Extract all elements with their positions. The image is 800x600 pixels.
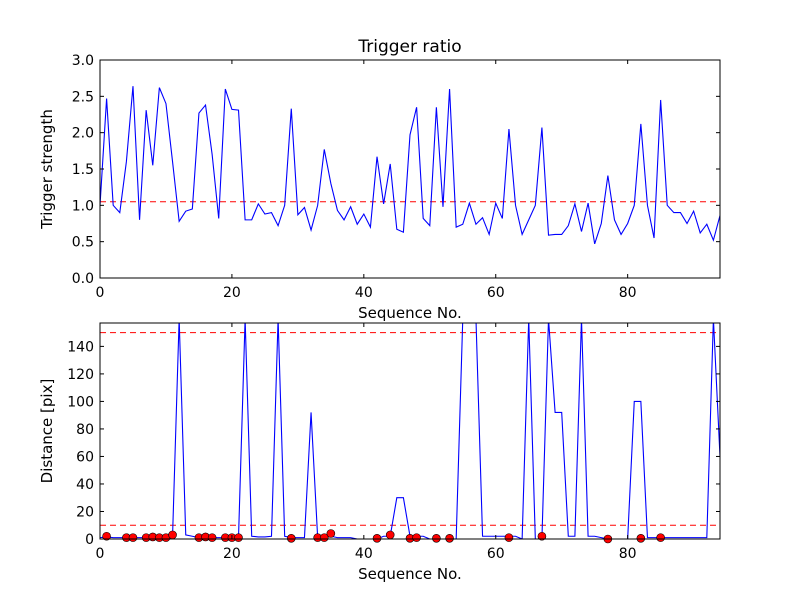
y-tick-label: 2.0	[72, 126, 94, 142]
data-point-marker	[286, 534, 296, 543]
x-tick-label: 20	[223, 546, 241, 562]
data-point-marker	[326, 529, 336, 538]
y-tick-label: 1.0	[72, 198, 94, 214]
chart-title: Trigger ratio	[357, 37, 461, 57]
y-tick-label: 0	[85, 532, 94, 548]
data-point-marker	[234, 533, 243, 542]
data-point-marker	[207, 533, 217, 542]
y-tick-label: 100	[67, 394, 94, 410]
x-tick-label: 80	[619, 285, 637, 301]
x-tick-label: 0	[96, 285, 105, 301]
data-point-marker	[656, 533, 665, 542]
y-tick-label: 0.0	[72, 271, 94, 287]
trigger-ratio-panel: Trigger ratio Sequence No. Trigger stren…	[38, 37, 721, 322]
y-tick-label: 2.5	[72, 89, 94, 105]
axes-frame	[99, 322, 721, 540]
x-tick-label: 40	[355, 546, 373, 562]
data-point-marker	[432, 534, 441, 543]
y-tick-label: 60	[76, 449, 94, 465]
data-point-marker	[445, 534, 454, 543]
data-point-marker	[319, 533, 329, 542]
x-tick-label: 0	[96, 546, 105, 562]
series-line	[100, 86, 720, 245]
data-point-marker	[128, 533, 138, 542]
x-tick-label: 40	[355, 285, 373, 301]
data-point-marker	[372, 534, 382, 543]
y-tick-label: 0.5	[72, 235, 94, 251]
y-tick-label: 120	[67, 367, 94, 383]
distance-panel: Sequence No. Distance [pix] 0 20 40 60 80 0 20…	[38, 322, 721, 583]
y-tick-label: 1.5	[72, 162, 94, 178]
data-point-marker	[504, 533, 514, 542]
x-axis-label: Sequence No.	[358, 565, 462, 583]
y-axis-label: Trigger strength	[38, 109, 56, 230]
y-tick-label: 3.0	[72, 53, 94, 69]
data-point-marker	[168, 530, 177, 540]
y-axis-label: Distance [pix]	[38, 379, 56, 484]
x-tick-label: 60	[487, 546, 505, 562]
x-tick-label: 20	[223, 285, 241, 301]
y-tick-label: 140	[67, 339, 94, 355]
x-axis-label: Sequence No.	[358, 304, 462, 322]
y-tick-label: 40	[76, 477, 94, 493]
data-point-marker	[102, 531, 111, 541]
y-tick-label: 80	[76, 422, 94, 438]
data-point-marker	[412, 533, 421, 542]
x-tick-label: 80	[619, 546, 637, 562]
data-point-marker	[385, 530, 395, 540]
x-tick-label: 60	[487, 285, 505, 301]
data-point-marker	[636, 534, 646, 543]
data-point-marker	[537, 531, 547, 541]
y-tick-label: 20	[76, 504, 94, 520]
